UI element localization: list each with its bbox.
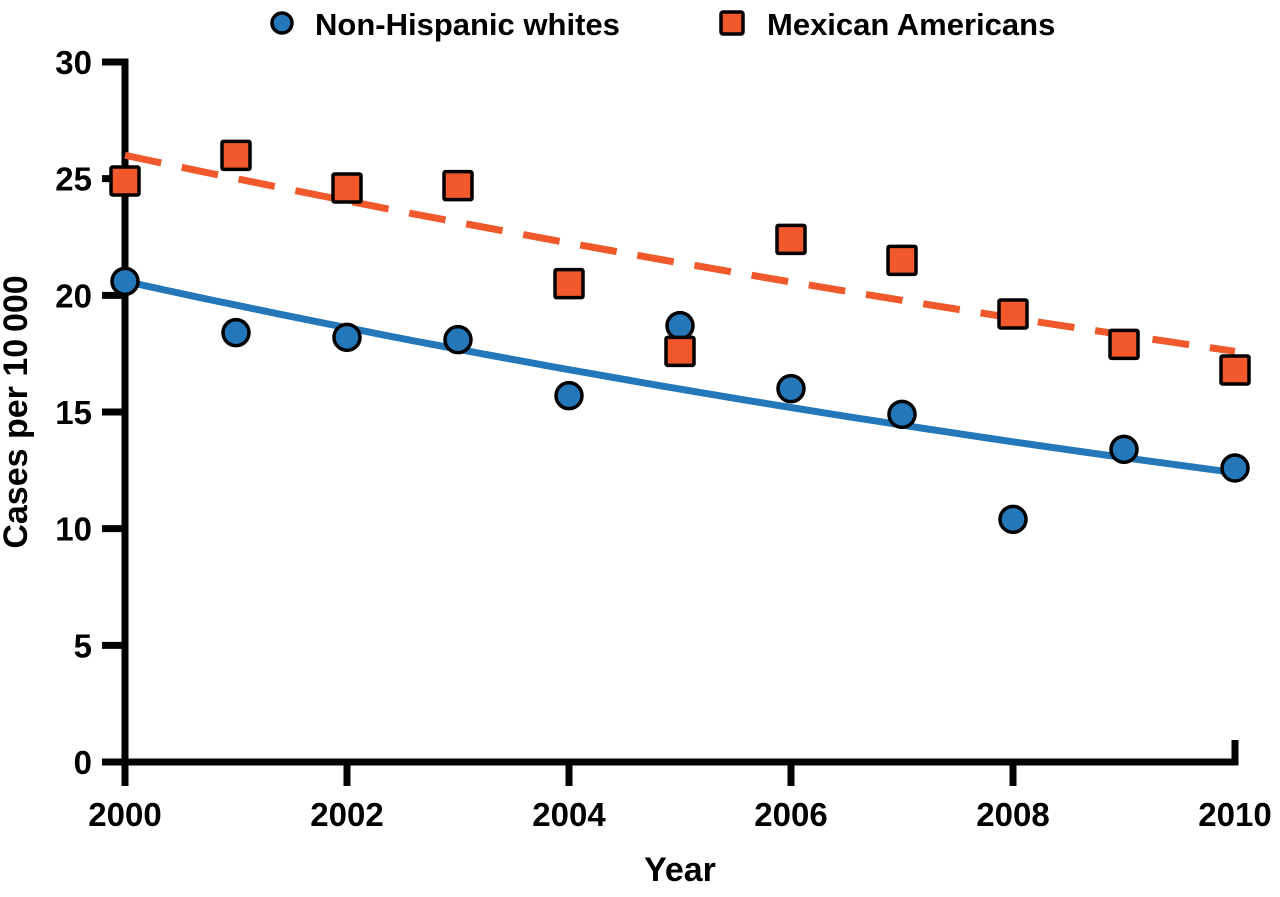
y-axis-title: Cases per 10 000 bbox=[0, 275, 35, 548]
x-axis-title: Year bbox=[644, 851, 716, 889]
x-tick-label: 2008 bbox=[976, 796, 1049, 833]
mexican-americans-point bbox=[331, 172, 363, 204]
non-hispanic-whites-point bbox=[998, 504, 1028, 535]
non-hispanic-whites-point bbox=[665, 310, 695, 341]
trend-lines bbox=[124, 151, 1236, 477]
y-tick-label: 30 bbox=[55, 44, 92, 81]
mexican-americans-point bbox=[664, 335, 696, 368]
legend: Non-Hispanic whites Mexican Americans bbox=[270, 7, 1055, 42]
non-hispanic-whites-point bbox=[332, 322, 362, 353]
mexican-americans-point bbox=[886, 244, 918, 277]
x-tick-label: 2004 bbox=[532, 796, 606, 833]
tick-labels: 0 5 10 15 20 25 30 2000 2002 2004 2006 2008 2010 bbox=[55, 44, 1271, 833]
non-hispanic-whites-trend-line bbox=[124, 277, 1236, 477]
x-tick-label: 2006 bbox=[754, 796, 827, 833]
non-hispanic-whites-point bbox=[1220, 453, 1250, 483]
mexican-americans-point bbox=[1219, 354, 1251, 386]
y-tick-label: 0 bbox=[74, 744, 92, 781]
non-hispanic-whites-point bbox=[554, 380, 584, 411]
non-hispanic-whites-point bbox=[887, 399, 917, 430]
x-tick-label: 2010 bbox=[1198, 796, 1271, 833]
legend-item-non-hispanic-whites: Non-Hispanic whites bbox=[315, 7, 620, 42]
mexican-americans-point bbox=[442, 169, 474, 202]
non-hispanic-whites-point bbox=[443, 324, 473, 355]
non-hispanic-whites-point bbox=[110, 266, 140, 297]
axis-frame bbox=[102, 58, 1239, 766]
y-tick-label: 25 bbox=[55, 161, 92, 198]
non-hispanic-whites-point bbox=[776, 373, 806, 404]
data-markers bbox=[109, 139, 1251, 535]
mexican-americans-point bbox=[775, 223, 807, 256]
non-hispanic-whites-point bbox=[221, 317, 251, 348]
x-tick-label: 2000 bbox=[88, 796, 161, 833]
legend-circle-icon bbox=[270, 11, 294, 35]
x-tick-label: 2002 bbox=[310, 796, 383, 833]
mexican-americans-point bbox=[220, 139, 252, 172]
y-tick-label: 5 bbox=[74, 627, 92, 664]
mexican-americans-trend-line bbox=[124, 151, 1236, 355]
mexican-americans-point bbox=[997, 298, 1029, 330]
y-tick-label: 15 bbox=[55, 394, 92, 431]
mexican-americans-point bbox=[1108, 328, 1140, 361]
mexican-americans-point bbox=[553, 267, 585, 300]
axes bbox=[102, 58, 1239, 786]
y-tick-label: 20 bbox=[55, 277, 92, 314]
y-tick-label: 10 bbox=[55, 511, 92, 548]
legend-item-mexican-americans: Mexican Americans bbox=[767, 7, 1055, 42]
mexican-americans-point bbox=[109, 165, 141, 197]
legend-square-icon bbox=[719, 10, 745, 36]
non-hispanic-whites-point bbox=[1109, 434, 1139, 465]
